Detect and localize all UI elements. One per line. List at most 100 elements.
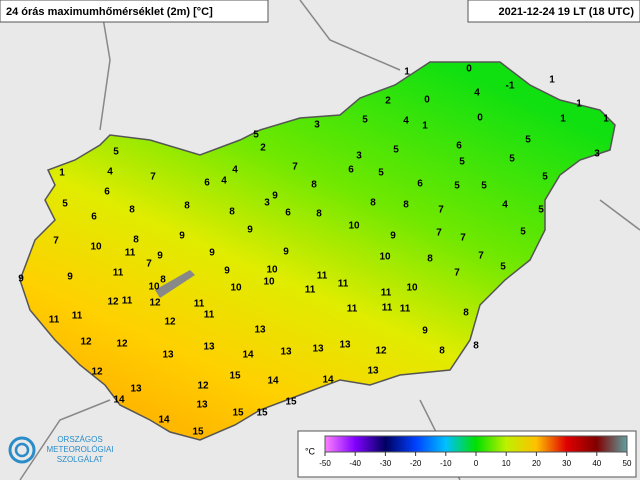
station-value: 15 (229, 371, 241, 382)
station-value: 8 (463, 308, 469, 319)
station-value: 3 (264, 198, 270, 209)
station-value: 15 (256, 408, 268, 419)
station-value: 7 (146, 259, 152, 270)
station-value: 7 (436, 228, 442, 239)
station-value: 1 (404, 67, 410, 78)
station-value: 4 (221, 176, 227, 187)
borders (19, 0, 640, 481)
station-value: 5 (454, 181, 460, 192)
station-value: 13 (254, 325, 266, 336)
title: 24 órás maximumhőmérséklet (2m) [°C] (6, 6, 213, 18)
station-value: 8 (129, 205, 135, 216)
station-value: 12 (149, 298, 161, 309)
station-value: 13 (367, 366, 379, 377)
station-value: 5 (393, 145, 399, 156)
station-value: 6 (91, 212, 97, 223)
station-value: 12 (91, 367, 103, 378)
station-value: 10 (230, 283, 242, 294)
station-value: 5 (520, 227, 526, 238)
station-value: 5 (459, 157, 465, 168)
station-value: 8 (427, 254, 433, 265)
station-value: 13 (280, 347, 292, 358)
station-value: 9 (224, 266, 230, 277)
station-value: 7 (292, 162, 298, 173)
station-value: 4 (232, 165, 238, 176)
station-value: 5 (113, 147, 119, 158)
logo: ORSZÁGOS METEOROLÓGIAI SZOLGÁLAT (8, 435, 114, 464)
tick-label: 20 (532, 459, 541, 468)
station-value: 8 (229, 207, 235, 218)
station-value: 9 (283, 247, 289, 258)
station-value: 7 (478, 251, 484, 262)
station-value: 1 (422, 121, 428, 132)
station-value: 14 (267, 376, 279, 387)
lake-balaton (155, 270, 195, 298)
station-value: 6 (104, 187, 110, 198)
station-value: 12 (80, 337, 92, 348)
station-value: 7 (438, 205, 444, 216)
station-value: 12 (164, 317, 176, 328)
tick-label: -50 (319, 459, 331, 468)
station-value: 5 (500, 262, 506, 273)
station-value: 11 (49, 315, 60, 326)
station-value: 4 (474, 88, 480, 99)
station-value: 11 (381, 288, 392, 299)
station-value: 8 (160, 275, 166, 286)
station-value: 13 (162, 350, 174, 361)
station-value: 8 (133, 235, 139, 246)
station-value: 5 (481, 181, 487, 192)
station-value: 11 (72, 311, 83, 322)
station-value: 5 (542, 172, 548, 183)
station-value: 12 (107, 297, 119, 308)
station-value: 7 (460, 233, 466, 244)
legend-ticks: -50 -40 -30 -20 -10 0 10 20 30 40 50 (319, 452, 632, 468)
station-value: 5 (362, 115, 368, 126)
station-value: 11 (338, 279, 349, 290)
logo-line: ORSZÁGOS (57, 435, 102, 444)
station-value: 6 (417, 179, 423, 190)
station-value: 5 (509, 154, 515, 165)
station-value: 4 (502, 200, 508, 211)
colorbar (324, 435, 628, 453)
station-value: 10 (148, 282, 160, 293)
station-value: 9 (179, 231, 185, 242)
tick-label: -30 (380, 459, 392, 468)
station-value: 9 (157, 251, 163, 262)
station-value: 3 (356, 151, 362, 162)
station-value: 13 (130, 384, 142, 395)
tick-label: -10 (440, 459, 452, 468)
station-value: 5 (253, 130, 259, 141)
time-box (467, 0, 640, 23)
station-value: 7 (454, 268, 460, 279)
station-value: 15 (232, 408, 244, 419)
station-value: 2 (260, 143, 266, 154)
station-value: 14 (242, 350, 254, 361)
station-value: -1 (506, 81, 515, 92)
station-value: 8 (473, 341, 479, 352)
station-value: 11 (122, 296, 133, 307)
station-value: 8 (403, 200, 409, 211)
station-value: 9 (390, 231, 396, 242)
station-value: 6 (348, 165, 354, 176)
station-value: 11 (194, 299, 205, 310)
station-value: 6 (456, 141, 462, 152)
station-value: 11 (400, 304, 411, 315)
station-value: 0 (477, 113, 483, 124)
station-value: 11 (305, 285, 316, 296)
station-value: 4 (403, 116, 409, 127)
tick-label: 10 (502, 459, 511, 468)
station-value: 12 (197, 381, 209, 392)
station-value: 1 (549, 75, 555, 86)
hungary (19, 61, 616, 441)
station-value: 9 (247, 225, 253, 236)
station-value: 7 (150, 172, 156, 183)
station-value: 14 (158, 415, 170, 426)
station-value: 10 (379, 252, 391, 263)
station-value: 11 (347, 304, 358, 315)
tick-label: -40 (349, 459, 361, 468)
tick-label: -20 (410, 459, 422, 468)
station-value: 9 (272, 191, 278, 202)
station-value: 9 (18, 274, 24, 285)
station-value: 15 (192, 427, 204, 438)
